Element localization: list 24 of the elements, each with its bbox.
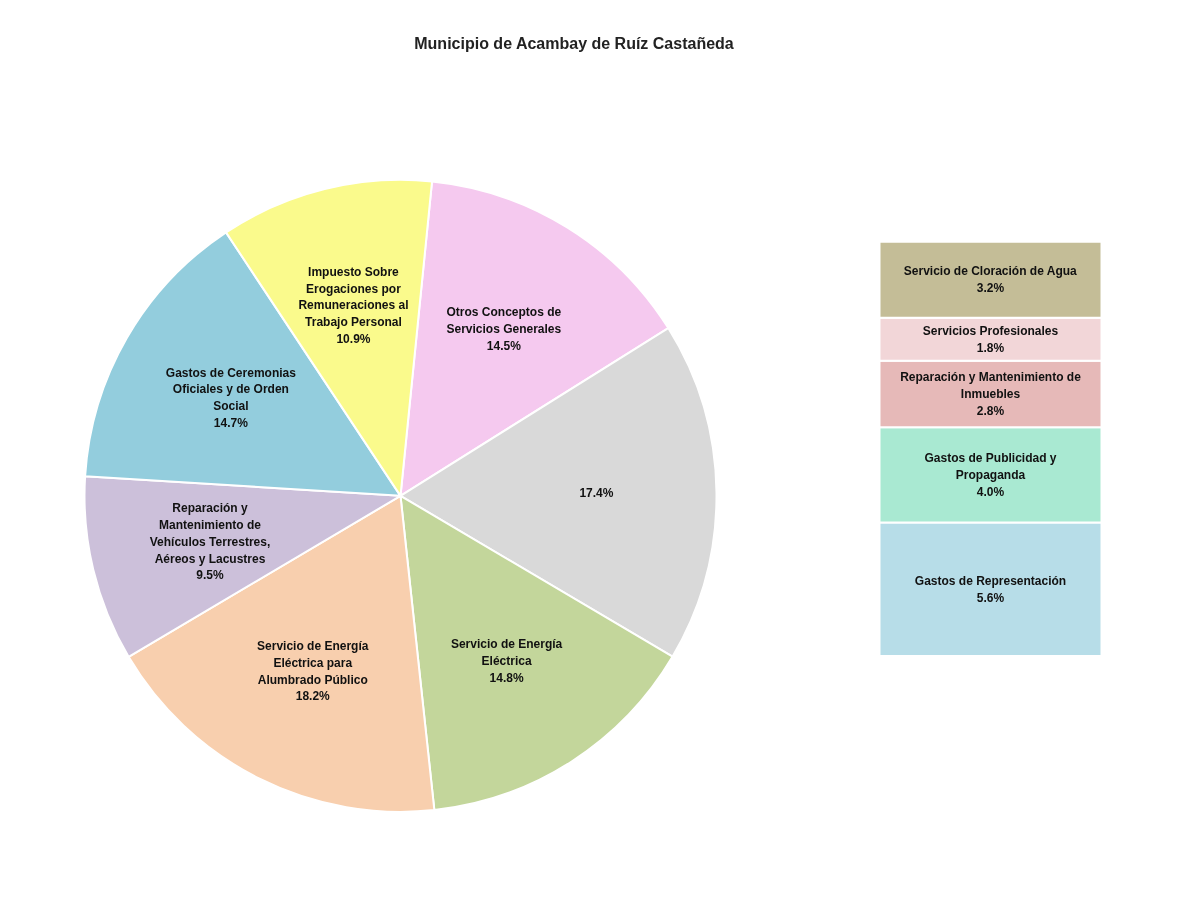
series-label: Gastos de Representación <box>914 573 1067 588</box>
slice-label: Impuesto Sobre Erogaciones por Remuneraciones al Trabajo Personal <box>298 264 409 330</box>
data-label: 17.4% <box>579 486 614 501</box>
data-label: 3.2% <box>976 281 1005 296</box>
slice-label: Gastos de Ceremonias Oficiales y de Orden Social <box>165 365 297 414</box>
series-label: Reparación y Mantenimiento de Inmuebles <box>900 370 1082 402</box>
slice-label: Otros Conceptos de Servicios Generales <box>446 305 562 337</box>
data-label: 4.0% <box>976 484 1005 499</box>
data-label: 10.9% <box>336 332 371 347</box>
data-label: 18.2% <box>295 689 331 704</box>
data-label: 5.6% <box>976 590 1005 605</box>
chart-title: Municipio de Acambay de Ruíz Castañeda <box>414 34 734 52</box>
slice-label: Servicio de Energía Eléctrica <box>450 636 563 668</box>
series-label: Servicios Profesionales <box>922 323 1059 338</box>
series-label: Servicio de Cloración de Agua <box>903 264 1078 279</box>
data-label: 14.8% <box>489 670 524 685</box>
slice-label: Servicio de Energía Eléctrica para Alumbrado Público <box>257 639 369 687</box>
data-label: 2.8% <box>976 403 1005 418</box>
data-label: 14.5% <box>486 339 522 354</box>
data-label: 1.8% <box>976 340 1005 355</box>
data-label: 14.7% <box>213 415 249 430</box>
data-label: 9.5% <box>196 568 225 583</box>
series-label: Gastos de Publicidad y Propaganda <box>924 451 1057 482</box>
slice-label: Reparación y Mantenimiento de Vehículos Terrestres, Aéreos y Lacustres <box>149 501 271 566</box>
